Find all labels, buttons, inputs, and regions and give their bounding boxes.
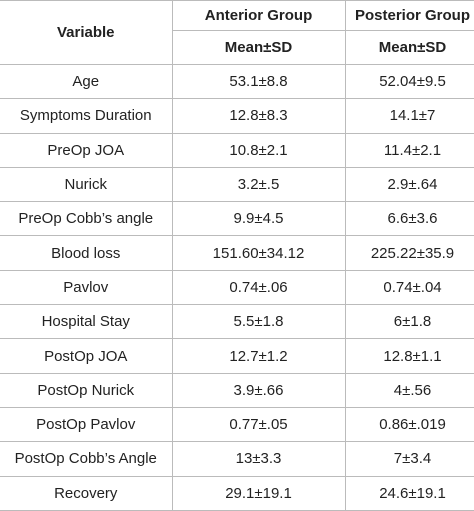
header-cell: Posterior Group: [344, 0, 474, 31]
header-cell: Mean±SD: [172, 30, 346, 65]
table-body: Age 53.1±8.8 52.04±9.5 Symptoms Duration 12.…: [0, 63, 474, 511]
table-row: Symptoms Duration 12.8±8.3 14.1±7: [0, 98, 474, 134]
data-cell: 12.8±1.1: [344, 338, 474, 374]
data-cell: 0.74±.06: [171, 269, 346, 306]
table-row: PreOp JOA 10.8±2.1 11.4±2.1: [0, 132, 474, 168]
row-label: PreOp JOA: [0, 132, 173, 168]
data-cell: 3.9±.66: [171, 372, 346, 408]
data-cell: 0.77±.05: [171, 406, 346, 443]
data-cell: 225.22±35.9: [344, 235, 474, 271]
data-cell: 12.8±8.3: [171, 98, 346, 134]
data-cell: 24.6±19.1: [344, 475, 474, 511]
table-row: Blood loss 151.60±34.12 225.22±35.9: [0, 235, 474, 271]
table-row: Nurick 3.2±.5 2.9±.64: [0, 166, 474, 203]
table-row: Hospital Stay 5.5±1.8 6±1.8: [0, 304, 474, 340]
data-cell: 6.6±3.6: [344, 201, 474, 237]
row-label: PreOp Cobb’s angle: [0, 201, 173, 237]
data-cell: 10.8±2.1: [171, 132, 346, 168]
data-cell: 29.1±19.1: [171, 475, 346, 511]
header-cell: Variable: [0, 0, 173, 65]
data-cell: 151.60±34.12: [171, 235, 346, 271]
row-label: Recovery: [0, 475, 173, 511]
data-cell: 11.4±2.1: [344, 132, 474, 168]
data-cell: 12.7±1.2: [171, 338, 346, 374]
data-cell: 5.5±1.8: [171, 304, 346, 340]
header-cell: Anterior Group: [171, 0, 346, 31]
table-row: PostOp Nurick 3.9±.66 4±.56: [0, 372, 474, 408]
row-label: Symptoms Duration: [0, 98, 173, 134]
header-cell: Mean±SD: [344, 30, 474, 65]
data-cell: 0.86±.019: [344, 406, 474, 443]
row-label: PostOp Nurick: [0, 372, 173, 408]
data-cell: 9.9±4.5: [171, 201, 346, 237]
data-cell: 2.9±.64: [344, 166, 474, 203]
row-label: Blood loss: [0, 235, 173, 271]
data-cell: 4±.56: [344, 372, 474, 408]
table-row: Recovery 29.1±19.1 24.6±19.1: [0, 475, 474, 511]
row-label: Age: [0, 63, 173, 100]
table-row: PreOp Cobb’s angle 9.9±4.5 6.6±3.6: [0, 201, 474, 237]
data-cell: 6±1.8: [344, 304, 474, 340]
row-label: PostOp Pavlov: [0, 406, 173, 443]
data-cell: 13±3.3: [171, 441, 346, 477]
data-cell: 52.04±9.5: [344, 63, 474, 100]
row-label: Hospital Stay: [0, 304, 173, 340]
row-label: PostOp Cobb’s Angle: [0, 441, 173, 477]
table-row: PostOp Cobb’s Angle 13±3.3 7±3.4: [0, 441, 474, 477]
row-label: PostOp JOA: [0, 338, 173, 374]
data-cell: 53.1±8.8: [171, 63, 346, 100]
data-cell: 0.74±.04: [344, 269, 474, 306]
data-cell: 3.2±.5: [171, 166, 346, 203]
table-row: Age 53.1±8.8 52.04±9.5: [0, 63, 474, 100]
table-row: Pavlov 0.74±.06 0.74±.04: [0, 269, 474, 306]
row-label: Nurick: [0, 166, 173, 203]
data-cell: 7±3.4: [344, 441, 474, 477]
table-row: PostOp JOA 12.7±1.2 12.8±1.1: [0, 338, 474, 374]
row-label: Pavlov: [0, 269, 173, 306]
table-row: PostOp Pavlov 0.77±.05 0.86±.019: [0, 406, 474, 443]
data-cell: 14.1±7: [344, 98, 474, 134]
